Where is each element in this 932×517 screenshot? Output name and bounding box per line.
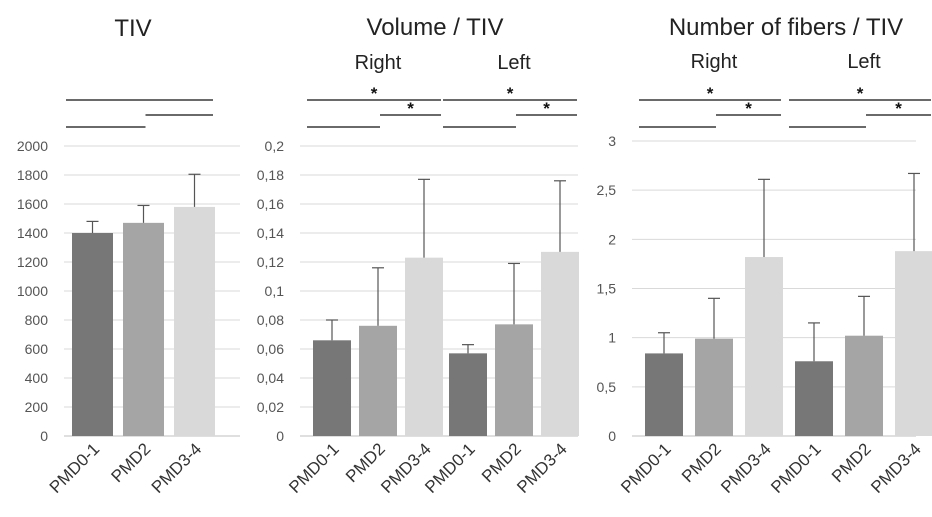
x-tick-label: PMD2 — [678, 439, 725, 486]
significance-star: * — [407, 99, 414, 118]
y-tick-label: 1400 — [17, 225, 48, 241]
y-tick-label: 0,16 — [257, 196, 284, 212]
y-tick-label: 3 — [608, 133, 616, 149]
x-tick-label: PMD3-4 — [513, 439, 571, 497]
y-tick-label: 0,06 — [257, 341, 284, 357]
y-tick-label: 1800 — [17, 167, 48, 183]
bar — [541, 251, 579, 436]
y-tick-label: 0,18 — [257, 167, 284, 183]
y-tick-label: 0,5 — [597, 379, 617, 395]
y-tick-label: 1,5 — [597, 281, 617, 297]
bar — [72, 233, 113, 436]
group-label: Left — [497, 52, 531, 74]
y-tick-label: 0,04 — [257, 370, 284, 386]
y-tick-label: 200 — [25, 399, 49, 415]
y-tick-label: 1000 — [17, 283, 48, 299]
y-tick-label: 0,14 — [257, 225, 284, 241]
significance-star: * — [857, 84, 864, 103]
y-tick-label: 1600 — [17, 196, 48, 212]
group-label: Right — [691, 51, 738, 73]
significance-star: * — [745, 99, 752, 118]
bar — [174, 206, 215, 436]
bar — [745, 257, 783, 436]
x-tick-label: PMD3-4 — [867, 439, 925, 497]
bar — [895, 251, 932, 436]
y-tick-label: 0,1 — [265, 283, 285, 299]
y-tick-label: 800 — [25, 312, 49, 328]
y-tick-label: 0,08 — [257, 312, 284, 328]
x-tick-label: PMD0-1 — [46, 439, 104, 497]
y-tick-label: 0 — [276, 428, 284, 444]
y-tick-label: 0 — [40, 428, 48, 444]
y-tick-label: 2 — [608, 231, 616, 247]
y-tick-label: 2,5 — [597, 182, 617, 198]
x-tick-label: PMD3-4 — [717, 439, 775, 497]
bar — [495, 324, 533, 436]
bar — [405, 257, 443, 436]
y-tick-label: 400 — [25, 370, 49, 386]
bar — [313, 340, 351, 436]
y-tick-label: 0 — [608, 428, 616, 444]
y-tick-label: 0,02 — [257, 399, 284, 415]
bar — [359, 325, 397, 436]
bar — [845, 335, 883, 436]
significance-star: * — [707, 84, 714, 103]
x-tick-label: PMD2 — [107, 439, 154, 486]
chart-title: Volume / TIV — [367, 14, 504, 41]
x-tick-label: PMD0-1 — [285, 439, 343, 497]
x-tick-label: PMD0-1 — [617, 439, 675, 497]
group-label: Left — [847, 51, 881, 73]
bar — [645, 353, 683, 436]
significance-star: * — [371, 84, 378, 103]
bar — [795, 361, 833, 436]
bar — [695, 338, 733, 436]
y-tick-label: 0,2 — [265, 138, 285, 154]
significance-star: * — [543, 99, 550, 118]
significance-star: * — [507, 84, 514, 103]
significance-star: * — [895, 99, 902, 118]
y-tick-label: 0,12 — [257, 254, 284, 270]
y-tick-label: 600 — [25, 341, 49, 357]
y-tick-label: 1 — [608, 330, 616, 346]
chart-title: Number of fibers / TIV — [669, 14, 903, 41]
y-tick-label: 2000 — [17, 138, 48, 154]
chart-title: TIV — [114, 15, 151, 42]
x-tick-label: PMD2 — [828, 439, 875, 486]
y-tick-label: 1200 — [17, 254, 48, 270]
x-tick-label: PMD3-4 — [148, 439, 206, 497]
group-label: Right — [355, 52, 402, 74]
bar — [123, 222, 164, 436]
bar — [449, 353, 487, 436]
x-tick-label: PMD0-1 — [767, 439, 825, 497]
